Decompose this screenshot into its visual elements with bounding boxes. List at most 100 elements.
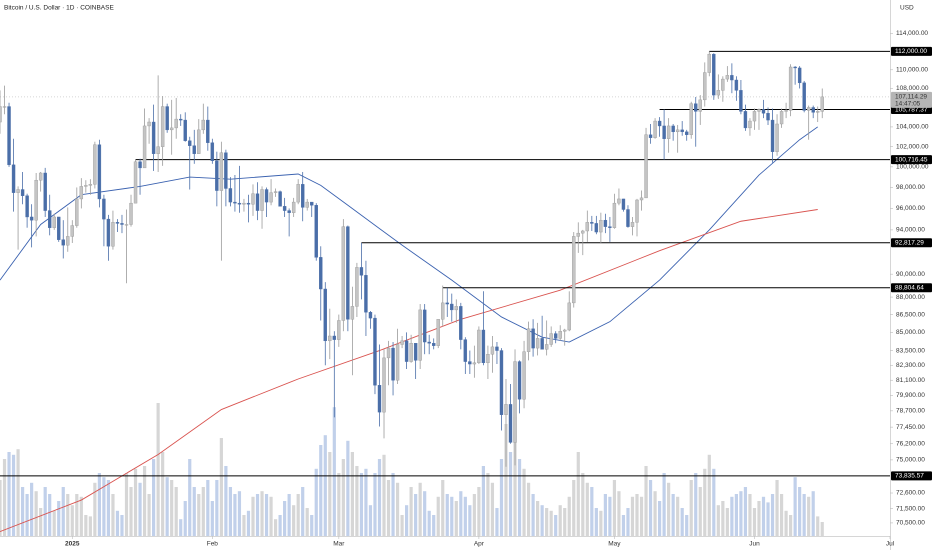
volume-bar: [165, 477, 169, 536]
candle-body: [441, 302, 445, 320]
candle-body: [0, 106, 2, 123]
volume-bar: [386, 480, 391, 536]
candle-body: [377, 385, 382, 413]
candle-body: [558, 331, 562, 339]
candle-body: [391, 347, 395, 381]
volume-bar: [355, 466, 359, 536]
candle-body: [671, 125, 675, 133]
volume-bar: [206, 480, 210, 536]
volume-bar: [283, 501, 287, 536]
volume-bar: [522, 468, 526, 536]
volume-bar: [43, 487, 47, 536]
volume-bar: [793, 477, 797, 536]
volume-bar: [802, 494, 806, 536]
level-box: [891, 471, 932, 481]
candle-body: [685, 131, 689, 135]
candle-body: [725, 75, 730, 80]
candle-body: [703, 72, 707, 101]
candle-body: [481, 329, 486, 364]
candle-body: [38, 172, 43, 181]
volume-bar: [233, 494, 237, 536]
volume-bar: [739, 491, 743, 536]
candle-body: [219, 152, 224, 191]
volume-bar: [341, 459, 345, 536]
candle-body: [540, 338, 544, 350]
volume-bar: [526, 482, 531, 536]
volume-bar: [784, 510, 788, 536]
volume-bar: [445, 494, 449, 536]
volume-bar: [106, 480, 111, 536]
candle-body: [820, 96, 824, 112]
x-tick-label: Apr: [474, 541, 485, 548]
volume-bar: [572, 480, 576, 536]
volume-bar: [608, 496, 612, 536]
volume-bar: [264, 494, 269, 536]
volume-bar: [816, 516, 820, 536]
y-tick-label: 100,000.00: [896, 164, 929, 171]
candle-body: [766, 113, 770, 121]
candle-body: [793, 66, 797, 69]
candle-body: [811, 107, 815, 113]
volume-bar: [481, 466, 486, 536]
moving-average: [0, 126, 818, 343]
volume-bar: [346, 440, 350, 536]
volume-bar: [752, 508, 757, 536]
volume-bar: [712, 468, 716, 536]
candle-body: [287, 210, 291, 213]
candle-body: [422, 309, 427, 343]
volume-bar: [273, 519, 278, 536]
candle-body: [34, 179, 38, 221]
candle-body: [165, 106, 169, 131]
y-tick-label: 71,500.00: [896, 505, 925, 512]
candle-body: [721, 78, 725, 91]
candle-body: [404, 340, 409, 362]
volume-bar: [626, 508, 630, 536]
candle-body: [124, 224, 129, 226]
candle-body: [757, 109, 761, 112]
candle-body: [337, 320, 341, 340]
volume-bar: [242, 515, 246, 536]
y-tick-label: 85,000.00: [896, 329, 925, 336]
x-tick-label: Jul: [886, 541, 895, 548]
volume-bar: [161, 452, 165, 536]
candle-body: [689, 103, 693, 135]
volume-bar: [820, 522, 824, 536]
volume-bar: [179, 519, 183, 536]
candle-body: [314, 205, 318, 258]
candle-body: [57, 216, 61, 240]
candle-body: [653, 120, 657, 138]
candle-body: [52, 216, 56, 228]
volume-bar: [174, 487, 178, 536]
y-tick-label: 75,000.00: [896, 457, 925, 464]
candle-body: [788, 66, 793, 111]
volume-bar: [269, 496, 273, 536]
volume-bar: [400, 515, 404, 536]
currency-label: USD: [900, 5, 914, 12]
candle-body: [477, 329, 481, 364]
y-tick-label: 96,000.00: [896, 205, 925, 212]
volume-bar: [585, 482, 589, 536]
volume-bar: [133, 468, 138, 536]
candle-body: [251, 193, 255, 205]
volume-bar: [391, 473, 395, 536]
volume-bar: [694, 473, 698, 536]
level-box: [891, 238, 932, 248]
candle-body: [522, 351, 526, 400]
volume-bar: [680, 508, 684, 536]
volume-bar: [761, 496, 766, 536]
candle-body: [617, 198, 621, 204]
volume-bar: [11, 454, 16, 536]
candle-body: [373, 317, 377, 386]
volume-bar: [34, 491, 38, 536]
volume-bar: [251, 496, 255, 536]
level-box: [891, 283, 932, 293]
candle-body: [648, 134, 653, 138]
candle-body: [210, 142, 215, 161]
volume-bar: [775, 480, 779, 536]
candle-body: [75, 198, 79, 226]
volume-bar: [0, 480, 2, 536]
volume-bar: [757, 501, 761, 536]
candle-body: [84, 185, 88, 187]
